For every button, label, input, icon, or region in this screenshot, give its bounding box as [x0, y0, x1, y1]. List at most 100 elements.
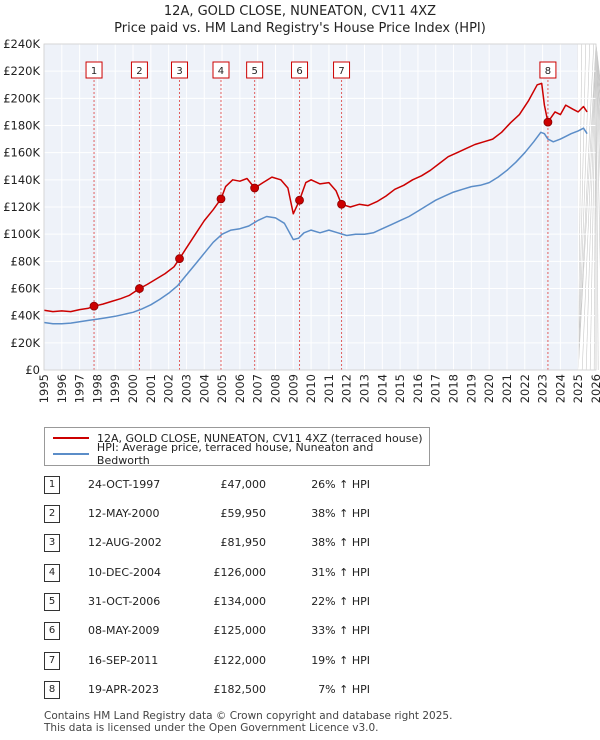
legend-item-price: 12A, GOLD CLOSE, NUNEATON, CV11 4XZ (ter… — [53, 431, 423, 445]
row-date: 24-OCT-1997 — [88, 478, 161, 491]
row-number-badge: 7 — [44, 652, 60, 670]
x-tick-label: 2016 — [411, 374, 425, 403]
x-tick-label: 1996 — [55, 374, 69, 403]
x-tick-label: 2003 — [179, 374, 193, 403]
row-number-badge: 6 — [44, 622, 60, 640]
x-tick-label: 2015 — [393, 374, 407, 403]
sale-marker-box — [130, 61, 148, 79]
x-tick-label: 2026 — [589, 374, 600, 403]
hpi-line — [43, 127, 588, 325]
table-row: 3 12-AUG-2002 £81,950 38% ↑ HPI — [44, 532, 384, 554]
table-row: 1 24-OCT-1997 £47,000 26% ↑ HPI — [44, 474, 384, 496]
y-tick-label: £100K — [3, 227, 40, 241]
x-tick-label: 2014 — [375, 374, 389, 403]
x-tick-label: 2000 — [126, 374, 140, 403]
x-tick-label: 2013 — [358, 374, 372, 403]
row-hpi: 7% ↑ HPI — [318, 683, 370, 696]
sale-point — [337, 199, 346, 209]
table-row: 7 16-SEP-2011 £122,000 19% ↑ HPI — [44, 650, 384, 672]
sale-marker-box — [85, 61, 103, 79]
x-tick-label: 2019 — [464, 374, 478, 403]
y-tick-label: £20K — [11, 336, 41, 350]
chart-title: 12A, GOLD CLOSE, NUNEATON, CV11 4XZ — [163, 4, 437, 19]
row-date: 31-OCT-2006 — [88, 595, 161, 608]
plot-frame — [43, 43, 597, 371]
row-date: 19-APR-2023 — [88, 683, 160, 696]
forecast-hatch-line — [595, 43, 600, 122]
x-tick-label: 1999 — [108, 374, 122, 403]
x-tick-label: 1997 — [73, 374, 87, 403]
row-number-badge: 2 — [44, 505, 60, 523]
row-hpi: 33% ↑ HPI — [311, 624, 370, 637]
sale-marker-label: 1 — [91, 66, 97, 77]
row-price: £122,000 — [213, 654, 267, 667]
x-tick-label: 2010 — [304, 374, 318, 403]
row-date: 12-AUG-2002 — [88, 536, 162, 549]
row-price: £125,000 — [213, 624, 267, 637]
sale-point — [295, 195, 304, 205]
forecast-hatch-line — [595, 43, 600, 271]
plot-area: £0 £20K £40K £60K £80K £100K £120K £140K £160K £1… — [3, 37, 600, 403]
x-tick-label: 2011 — [322, 374, 336, 403]
x-tick-label: 2024 — [553, 374, 567, 403]
sale-marker-label: 6 — [296, 66, 302, 77]
sale-marker-label: 4 — [218, 66, 224, 77]
table-row: 2 12-MAY-2000 £59,950 38% ↑ HPI — [44, 503, 384, 525]
y-tick-label: £120K — [3, 200, 40, 214]
x-tick-label: 2017 — [429, 374, 443, 403]
sale-marker-box — [246, 61, 264, 79]
y-tick-label: £0 — [25, 363, 40, 377]
row-number-badge: 1 — [44, 476, 60, 494]
x-tick-label: 2025 — [571, 374, 585, 403]
sale-marker-box — [333, 61, 351, 79]
row-hpi: 19% ↑ HPI — [311, 654, 370, 667]
row-hpi: 31% ↑ HPI — [311, 566, 370, 579]
x-tick-label: 2020 — [482, 374, 496, 403]
x-tick-label: 2001 — [144, 374, 158, 403]
x-tick-label: 2007 — [251, 374, 265, 403]
sale-marker-label: 2 — [136, 66, 142, 77]
x-tick-label: 2023 — [536, 374, 550, 403]
x-tick-label: 2002 — [162, 374, 176, 403]
y-tick-label: £60K — [11, 282, 41, 296]
legend-label-price: 12A, GOLD CLOSE, NUNEATON, CV11 4XZ (ter… — [97, 431, 423, 445]
x-tick-label: 1995 — [37, 374, 51, 403]
y-tick-label: £240K — [3, 37, 40, 51]
x-tick-label: 2022 — [518, 374, 532, 403]
sale-marker-box — [171, 61, 189, 79]
chart-subtitle: Price paid vs. HM Land Registry's House … — [114, 21, 486, 36]
legend-swatch-price — [53, 437, 89, 439]
y-tick-label: £80K — [11, 254, 41, 268]
y-tick-label: £180K — [3, 119, 40, 133]
forecast-hatch-line — [595, 43, 600, 182]
legend-label-hpi: HPI: Average price, terraced house, Nune… — [96, 441, 374, 467]
x-tick-label: 2009 — [286, 374, 300, 403]
x-tick-label: 2006 — [233, 374, 247, 403]
sale-marker-box — [291, 61, 309, 79]
sale-point — [175, 254, 184, 264]
y-tick-label: £220K — [3, 64, 40, 78]
legend-item-hpi: HPI: Average price, terraced house, Nune… — [53, 441, 429, 467]
row-price: £81,950 — [220, 536, 267, 549]
table-row: 4 10-DEC-2004 £126,000 31% ↑ HPI — [44, 562, 384, 584]
sale-marker-box — [539, 61, 557, 79]
row-number-badge: 8 — [44, 681, 60, 699]
row-date: 16-SEP-2011 — [88, 654, 159, 667]
row-number-badge: 3 — [44, 534, 60, 552]
row-hpi: 22% ↑ HPI — [311, 595, 370, 608]
row-price: £47,000 — [220, 478, 267, 491]
y-tick-label: £40K — [11, 309, 41, 323]
chart-legend: 12A, GOLD CLOSE, NUNEATON, CV11 4XZ (ter… — [44, 427, 430, 467]
row-hpi: 38% ↑ HPI — [311, 507, 370, 520]
sale-marker-box — [212, 61, 230, 79]
x-tick-label: 1998 — [90, 374, 104, 403]
row-hpi: 26% ↑ HPI — [311, 478, 370, 491]
sale-point — [216, 194, 226, 204]
sale-marker-label: 5 — [251, 66, 257, 77]
x-tick-label: 2004 — [197, 374, 211, 403]
sale-marker-label: 7 — [338, 66, 344, 77]
sale-point — [135, 284, 144, 293]
y-tick-label: £160K — [3, 146, 40, 160]
footer-licence: This data is licensed under the Open Gov… — [44, 722, 379, 734]
x-tick-label: 2008 — [268, 374, 282, 403]
